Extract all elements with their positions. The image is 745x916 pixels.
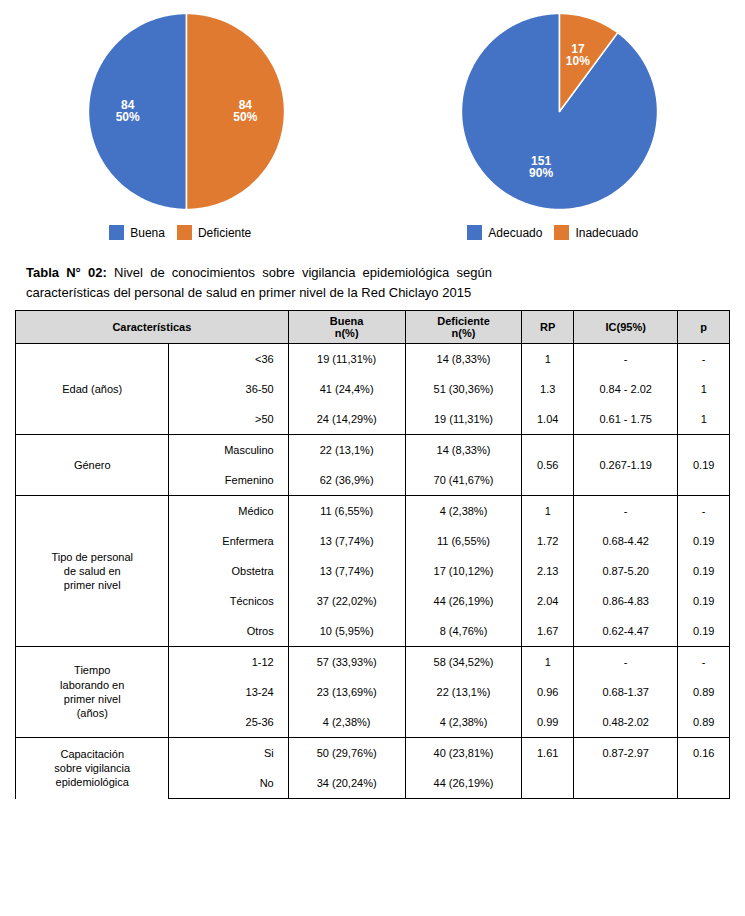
html-text:19 (11,31%): 19 (11,31%) <box>317 353 377 365</box>
svg-text:15190%: 15190% <box>529 154 553 180</box>
html-text:0.56: 0.56 <box>537 459 559 471</box>
html-text:23 (13,69%): 23 (13,69%) <box>316 686 377 698</box>
html-text:0.19: 0.19 <box>693 565 715 577</box>
html-text:19 (11,31%): 19 (11,31%) <box>433 413 493 425</box>
html-text:0.89: 0.89 <box>693 716 715 728</box>
html-text:4 (2,38%): 4 (2,38%) <box>439 716 488 728</box>
html-text:17 (10,12%): 17 (10,12%) <box>433 565 494 577</box>
html-text:0.99: 0.99 <box>537 716 559 728</box>
html-text:Deficiente: Deficiente <box>197 225 252 240</box>
html-text:34 (20,24%): 34 (20,24%) <box>316 777 377 789</box>
html-text:13-24: 13-24 <box>245 686 274 698</box>
html-text:Médico: Médico <box>238 505 274 517</box>
html-text:Capacitación sobre vigilancia: Capacitación sobre vigilancia epidemioló… <box>54 747 131 789</box>
html-text:Técnicos: Técnicos <box>229 595 274 607</box>
html-text:44 (26,19%): 44 (26,19%) <box>433 777 494 789</box>
html-text:0.68-4.42: 0.68-4.42 <box>602 535 649 547</box>
html-text:Femenino: Femenino <box>224 474 274 486</box>
html-text:<36: <36 <box>255 353 274 365</box>
html-text:características del personal d: características del personal de salud en… <box>26 284 472 300</box>
html-text:0.19: 0.19 <box>693 535 715 547</box>
html-text:0.87-5.20: 0.87-5.20 <box>602 565 649 577</box>
html-text:0.19: 0.19 <box>693 595 715 607</box>
html-text:51 (30,36%): 51 (30,36%) <box>433 383 494 395</box>
html-text:1.67: 1.67 <box>537 625 559 637</box>
html-text:0.61 - 1.75: 0.61 - 1.75 <box>599 413 652 425</box>
html-text:Características: Características <box>112 321 192 333</box>
html-text:25-36: 25-36 <box>245 716 274 728</box>
html-text:37 (22,02%): 37 (22,02%) <box>316 595 377 607</box>
html-text:0.84 - 2.02: 0.84 - 2.02 <box>599 383 652 395</box>
html-text:IC(95%): IC(95%) <box>605 321 646 333</box>
html-text:0.87-2.97: 0.87-2.97 <box>602 747 649 759</box>
html-text:1.61: 1.61 <box>537 747 559 759</box>
html-text:14 (8,33%): 14 (8,33%) <box>436 353 491 365</box>
html-text:1: 1 <box>544 656 551 668</box>
html-text:Enfermera: Enfermera <box>222 535 274 547</box>
html-text:1.72: 1.72 <box>537 535 559 547</box>
html-text:4 (2,38%): 4 (2,38%) <box>439 505 488 517</box>
html-text:0.19: 0.19 <box>693 625 715 637</box>
html-text:0.48-2.02: 0.48-2.02 <box>602 716 649 728</box>
html-text:Otros: Otros <box>246 625 274 637</box>
svg-text:8450%: 8450% <box>234 98 258 124</box>
html-text:Masculino: Masculino <box>224 444 274 456</box>
html-text:1: 1 <box>544 353 551 365</box>
html-text:Obstetra: Obstetra <box>231 565 274 577</box>
html-text:0.19: 0.19 <box>693 459 715 471</box>
html-text:Tabla N° 02: Nivel de conocimi: Tabla N° 02: Nivel de conocimientos sobr… <box>26 265 492 280</box>
html-text:Tiempo laborando en primer niv: Tiempo laborando en primer nivel (años) <box>60 664 125 720</box>
svg-text:1710%: 1710% <box>566 42 590 68</box>
html-text:11 (6,55%): 11 (6,55%) <box>320 505 374 517</box>
html-text:Tipo de personal de salud en p: Tipo de personal de salud en primer nive… <box>51 550 133 592</box>
html-text:1.3: 1.3 <box>540 383 556 395</box>
html-text:1-12: 1-12 <box>251 656 274 668</box>
html-text:0.68-1.37: 0.68-1.37 <box>602 686 649 698</box>
html-text:Buena n(%): Buena n(%) <box>329 315 364 339</box>
html-text:Adecuado: Adecuado <box>488 225 543 240</box>
html-text:36-50: 36-50 <box>245 383 274 395</box>
html-text:0.96: 0.96 <box>537 686 559 698</box>
html-text:p: p <box>700 321 708 333</box>
html-text:13 (7,74%): 13 (7,74%) <box>319 535 374 547</box>
html-text:58 (34,52%): 58 (34,52%) <box>433 656 494 668</box>
html-text:Si: Si <box>263 747 274 759</box>
html-text:>50: >50 <box>255 413 274 425</box>
html-text:44 (26,19%): 44 (26,19%) <box>433 595 494 607</box>
html-text:10 (5,95%): 10 (5,95%) <box>319 625 374 637</box>
html-text:RP: RP <box>540 321 556 333</box>
html-text:1: 1 <box>700 383 707 395</box>
html-text:11 (6,55%): 11 (6,55%) <box>437 535 490 547</box>
html-text:2.13: 2.13 <box>537 565 559 577</box>
html-text:0.86-4.83: 0.86-4.83 <box>602 595 649 607</box>
html-text:2.04: 2.04 <box>537 595 559 607</box>
html-text:Género: Género <box>73 458 111 471</box>
html-text:57 (33,93%): 57 (33,93%) <box>316 656 377 668</box>
html-text:22 (13,1%): 22 (13,1%) <box>436 686 491 698</box>
html-text:22 (13,1%): 22 (13,1%) <box>319 444 374 456</box>
svg-text:8450%: 8450% <box>116 98 140 124</box>
html-text:50 (29,76%): 50 (29,76%) <box>316 747 377 759</box>
html-text:Edad (años): Edad (años) <box>62 382 123 395</box>
html-text:1: 1 <box>700 413 707 425</box>
html-text:1: 1 <box>544 505 551 517</box>
html-text:No: No <box>259 777 274 789</box>
html-text:1.04: 1.04 <box>537 413 559 425</box>
html-text:40 (23,81%): 40 (23,81%) <box>433 747 494 759</box>
html-text:4 (2,38%): 4 (2,38%) <box>322 716 371 728</box>
html-text:0.16: 0.16 <box>693 747 715 759</box>
html-text:0.62-4.47: 0.62-4.47 <box>602 625 649 637</box>
html-text:0.89: 0.89 <box>693 686 715 698</box>
html-text:Buena: Buena <box>130 225 165 240</box>
html-text:24 (14,29%): 24 (14,29%) <box>316 413 377 425</box>
html-text:70 (41,67%): 70 (41,67%) <box>433 474 494 486</box>
html-text:Inadecuado: Inadecuado <box>575 225 639 240</box>
html-text:41 (24,4%): 41 (24,4%) <box>319 383 374 395</box>
html-text:Deficiente n(%): Deficiente n(%) <box>437 315 490 339</box>
html-text:0.267-1.19: 0.267-1.19 <box>599 459 652 471</box>
html-text:14 (8,33%): 14 (8,33%) <box>436 444 491 456</box>
html-text:62 (36,9%): 62 (36,9%) <box>319 474 374 486</box>
html-text:8 (4,76%): 8 (4,76%) <box>439 625 488 637</box>
html-text:13 (7,74%): 13 (7,74%) <box>319 565 374 577</box>
